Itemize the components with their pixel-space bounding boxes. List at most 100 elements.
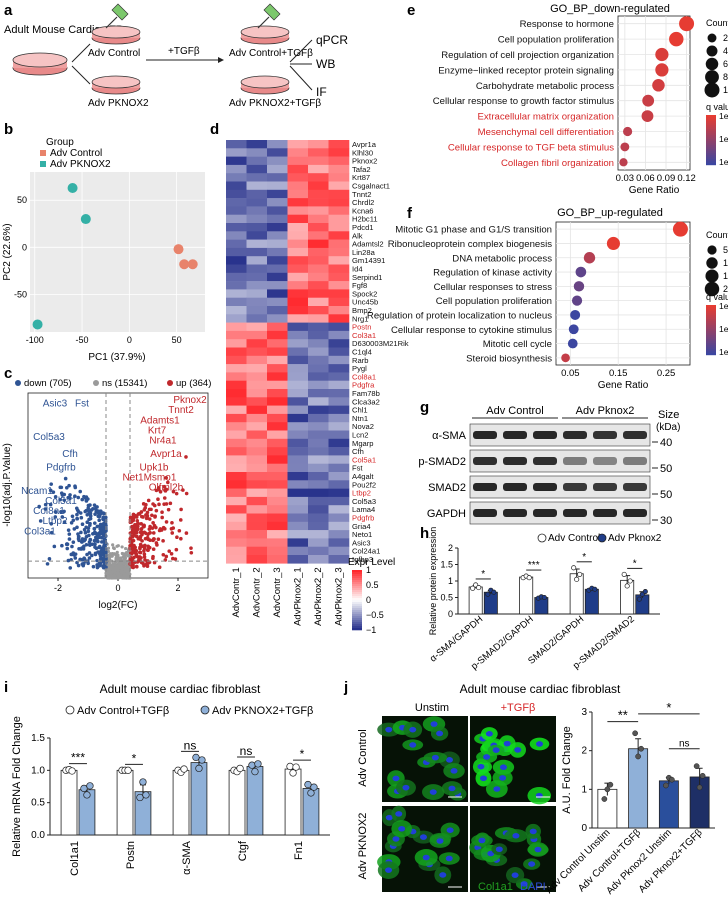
heatmap-cell <box>328 347 350 357</box>
heatmap-cell <box>246 463 268 473</box>
heatmap-cell <box>226 264 247 274</box>
heatmap-cell <box>226 488 247 498</box>
if-bar-data-point <box>635 753 641 760</box>
arrow-to-control <box>71 43 91 63</box>
go-down-q-legend-step <box>706 151 716 154</box>
volcano-point-up <box>144 516 149 521</box>
heatmap-cell <box>246 181 268 191</box>
if-cell-nucleus <box>535 741 543 747</box>
volcano-gene-label-down: Ltbp2 <box>42 516 67 527</box>
heatmap-cell <box>226 223 247 232</box>
qpcr-data-point <box>195 764 203 773</box>
heatmap-legend-step <box>352 584 362 587</box>
volcano-point-ns <box>126 553 130 557</box>
heatmap-cell <box>226 206 247 215</box>
qpcr-sig-label: ns <box>240 744 253 758</box>
go-up-size-legend-dot <box>705 269 719 283</box>
go-up-title: GO_BP_up-regulated <box>557 207 663 219</box>
if-bar-sig-label: * <box>666 700 671 715</box>
volcano-point-down <box>101 534 106 538</box>
heatmap-cell <box>246 397 268 406</box>
heatmap-gene-label: Adamtsl2 <box>352 240 384 249</box>
heatmap-cell <box>287 480 309 489</box>
volcano-point-up <box>166 507 171 512</box>
heatmap-cell <box>246 546 268 556</box>
volcano-point-up <box>138 537 142 541</box>
volcano-point-up <box>160 515 164 520</box>
volcano-point-ns <box>124 546 128 551</box>
go-down-dot <box>642 94 655 107</box>
if-bar-data-point <box>638 745 644 752</box>
heatmap-cell <box>267 231 288 240</box>
heatmap-cell <box>308 314 329 323</box>
volcano-point-ns <box>116 575 120 579</box>
qpcr-data-point <box>180 765 188 773</box>
if-bar-ytick: 0 <box>581 823 587 834</box>
heatmap-cell <box>308 256 329 265</box>
volcano-point-ns <box>107 576 111 580</box>
go-down-size-legend-label: 20 <box>723 33 728 43</box>
volcano-point-down <box>92 521 97 525</box>
heatmap-cell <box>328 330 350 340</box>
qpcr-ytick: 0.0 <box>31 830 45 841</box>
heatmap-cell <box>267 214 288 224</box>
volcano-point-down <box>99 549 103 553</box>
heatmap-cell <box>246 339 268 348</box>
qpcr-category-label: Col1a1 <box>69 841 81 876</box>
heatmap-cell <box>246 247 268 257</box>
heatmap-cell <box>267 455 288 464</box>
go-down-q-legend-step <box>706 123 716 126</box>
heatmap-cell <box>308 364 329 373</box>
if-col-tgfb: +TGFβ <box>501 702 536 714</box>
heatmap-cell <box>226 256 247 265</box>
heatmap-cell <box>267 488 288 498</box>
pca-legend-title: Group <box>46 137 74 148</box>
heatmap-cell <box>267 281 288 290</box>
heatmap-legend-step <box>352 616 362 619</box>
volcano-point-up <box>128 515 133 520</box>
volcano-point-up <box>140 514 144 519</box>
heatmap-cell <box>226 496 247 506</box>
volcano-point-down <box>93 552 98 557</box>
go-down-q-legend-step <box>706 127 716 130</box>
heatmap-cell <box>328 140 350 149</box>
volcano-point-down <box>75 516 79 521</box>
qpcr-data-point <box>310 783 318 791</box>
qpcr-category-label: Ctgf <box>237 840 249 861</box>
volcano-point-down <box>89 508 94 512</box>
wb-band <box>503 431 527 439</box>
go-up-q-legend-step <box>706 341 716 344</box>
if-cell-nucleus <box>395 811 403 817</box>
pca-xtick: -100 <box>26 335 44 345</box>
heatmap-cell <box>287 247 309 257</box>
protein-ytick: 1.5 <box>440 560 453 570</box>
heatmap-cell <box>226 272 247 282</box>
heatmap-cell <box>328 148 350 157</box>
go-down-term-label: Extracellular matrix organization <box>477 112 614 123</box>
protein-data-point <box>470 585 476 591</box>
heatmap-cell <box>308 297 329 307</box>
volcano-point-down <box>53 515 58 519</box>
go-up-q-legend-step <box>706 349 716 352</box>
heatmap-legend-step <box>352 594 362 597</box>
panel-f: f GO_BP_up-regulated 0.05 0.15 0.25 Mitotic… <box>367 205 728 391</box>
go-down-size-legend-label: 60 <box>723 59 728 69</box>
qpcr-data-point <box>139 778 147 786</box>
wb-membrane <box>469 501 651 525</box>
go-up-size-legend-label: 100 <box>723 258 728 268</box>
go-down-q-legend-step <box>706 131 716 134</box>
heatmap-cell <box>308 472 329 481</box>
go-down-dot <box>652 79 665 92</box>
wb-band <box>473 483 497 491</box>
volcano-point-down <box>97 563 102 568</box>
go-up-dot <box>568 324 579 335</box>
volcano-point-down <box>76 535 81 539</box>
protein-sig-label: *** <box>528 560 540 571</box>
assay-wb: WB <box>316 57 335 71</box>
heatmap-gene-label: Ntn1 <box>352 414 368 423</box>
volcano-point-up <box>152 537 156 541</box>
volcano-point-ns <box>108 567 112 571</box>
volcano-point-up <box>130 524 135 529</box>
volcano-point-down <box>49 530 54 535</box>
heatmap-cell <box>226 430 247 440</box>
